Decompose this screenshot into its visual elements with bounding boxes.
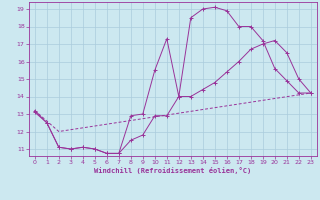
- X-axis label: Windchill (Refroidissement éolien,°C): Windchill (Refroidissement éolien,°C): [94, 167, 252, 174]
